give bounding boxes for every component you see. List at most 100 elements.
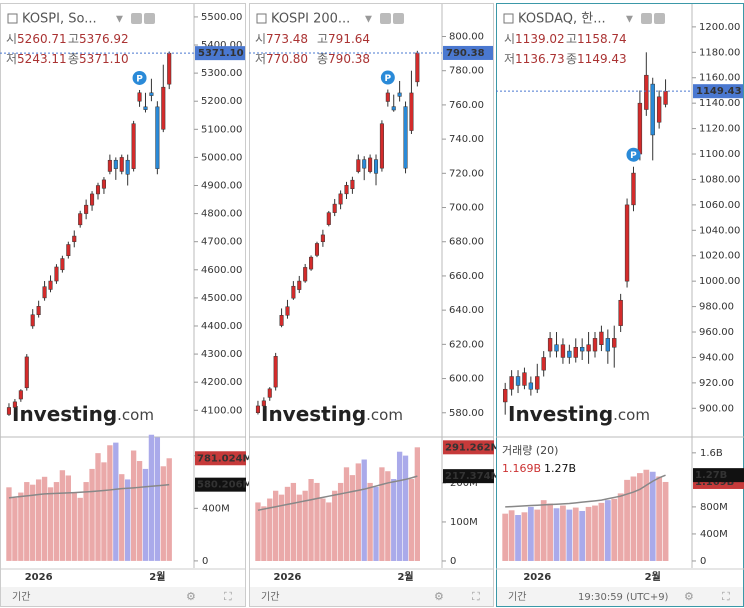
candle-body (650, 83, 655, 136)
ohlc-value: 5376.92 (79, 32, 129, 46)
volume-bar (314, 482, 320, 561)
dropdown-button[interactable]: ▼ (365, 15, 372, 25)
candle-body (344, 185, 349, 195)
collapse-icon (256, 13, 267, 24)
candle-body (285, 306, 290, 316)
y-tick-label: 1200.00 (699, 22, 740, 33)
ohlc-value: 1149.43 (577, 52, 627, 66)
price-label: 1149.43 (696, 86, 742, 97)
candle-body (528, 382, 534, 390)
watermark-text: .com (117, 406, 154, 424)
settings-button[interactable]: ⚙ (684, 590, 694, 603)
settings-button[interactable]: ⚙ (434, 590, 444, 603)
volume-bar (136, 461, 143, 561)
volume-bar (320, 498, 326, 561)
candle-body (656, 96, 662, 123)
volume-bar (154, 437, 161, 561)
ohlc-key: 고 (566, 32, 577, 46)
volume-bar (396, 451, 403, 561)
price-label: 790.38 (446, 48, 485, 59)
ohlc-value: 1158.74 (577, 32, 627, 46)
volume-bar (302, 490, 308, 561)
fullscreen-button[interactable]: ⛶ (722, 590, 730, 603)
volume-bar (308, 479, 314, 561)
volume-bar (47, 487, 54, 561)
y-tick-label: 800.00 (449, 31, 484, 42)
candle-body (72, 235, 77, 242)
settings-button[interactable]: ⚙ (186, 590, 196, 603)
y-tick-label: 5100.00 (201, 124, 242, 135)
event-marker-text: P (385, 74, 392, 84)
x-tick-label: 2026 (523, 572, 551, 583)
ohlc-value: 791.64 (328, 32, 370, 46)
volume-bar (385, 471, 391, 561)
settings-button[interactable] (144, 13, 155, 24)
volume-bar (572, 507, 579, 561)
y-tick-label: 1060.00 (699, 200, 740, 211)
ohlc-key: 종 (317, 52, 328, 66)
ohlc-key: 종 (68, 52, 79, 66)
ohlc-value: 5243.11 (17, 52, 67, 66)
watermark-text: .com (613, 406, 650, 424)
price-label-box (443, 45, 493, 60)
volume-bar (656, 476, 663, 561)
footer-bar (250, 587, 493, 606)
ohlc-key: 시 (504, 32, 515, 46)
volume-label-box (195, 451, 246, 466)
candle-body (332, 203, 337, 213)
fullscreen-button[interactable]: ⛶ (224, 590, 232, 603)
watermark-text: Investing (12, 402, 117, 426)
y-tick-label: 4800.00 (201, 209, 242, 220)
volume-bar (125, 479, 131, 561)
candle-body (612, 338, 617, 348)
volume-bar (649, 471, 656, 561)
volume-bar (604, 500, 611, 561)
volume-bar (592, 505, 598, 561)
dropdown-button[interactable]: ▼ (116, 15, 123, 25)
candle-body (338, 193, 343, 205)
candle-body (101, 179, 106, 189)
candle-body (515, 376, 521, 386)
ohlc-value: 5260.71 (17, 32, 67, 46)
volume-bar (332, 490, 338, 561)
y-tick-label: 200M (450, 478, 478, 489)
y-tick-label: 760.00 (449, 100, 484, 111)
y-tick-label: 640.00 (449, 305, 484, 316)
candle-body (314, 243, 320, 256)
ohlc-value: 773.48 (266, 32, 308, 46)
settings-button[interactable] (380, 13, 391, 24)
candle-body (415, 52, 420, 83)
ohlc-legend: 고791.64 (317, 32, 370, 46)
y-tick-label: 0 (450, 556, 456, 567)
candle-body (267, 388, 272, 398)
volume-bar (355, 463, 361, 561)
candle-body (397, 92, 402, 97)
volume-bar (515, 515, 521, 561)
candle-body (509, 376, 514, 390)
ohlc-legend: 저770.80 (255, 52, 308, 66)
candle-body (30, 314, 35, 327)
volume-bar (41, 476, 48, 561)
volume-bar (624, 479, 630, 561)
candle-body (131, 123, 136, 169)
volume-bar (71, 492, 77, 561)
volume-label: 217.374M (445, 471, 501, 482)
settings-button[interactable] (393, 13, 404, 24)
settings-button[interactable] (641, 13, 652, 24)
y-tick-label: 980.00 (699, 302, 734, 313)
y-tick-label: 4400.00 (201, 321, 242, 332)
y-tick-label: 1180.00 (699, 47, 740, 58)
volume-bar (367, 482, 373, 561)
ohlc-value: 1136.73 (515, 52, 565, 66)
candle-body (24, 356, 29, 389)
settings-button[interactable] (654, 13, 665, 24)
fullscreen-button[interactable]: ⛶ (472, 590, 480, 603)
ohlc-value: 770.80 (266, 52, 308, 66)
dropdown-button[interactable]: ▼ (626, 15, 633, 25)
volume-label: 781.024M (197, 453, 253, 464)
settings-button[interactable] (131, 13, 142, 24)
event-marker (132, 70, 147, 85)
footer-bar (1, 587, 245, 606)
candle-body (273, 356, 278, 388)
volume-label-box (443, 469, 494, 484)
